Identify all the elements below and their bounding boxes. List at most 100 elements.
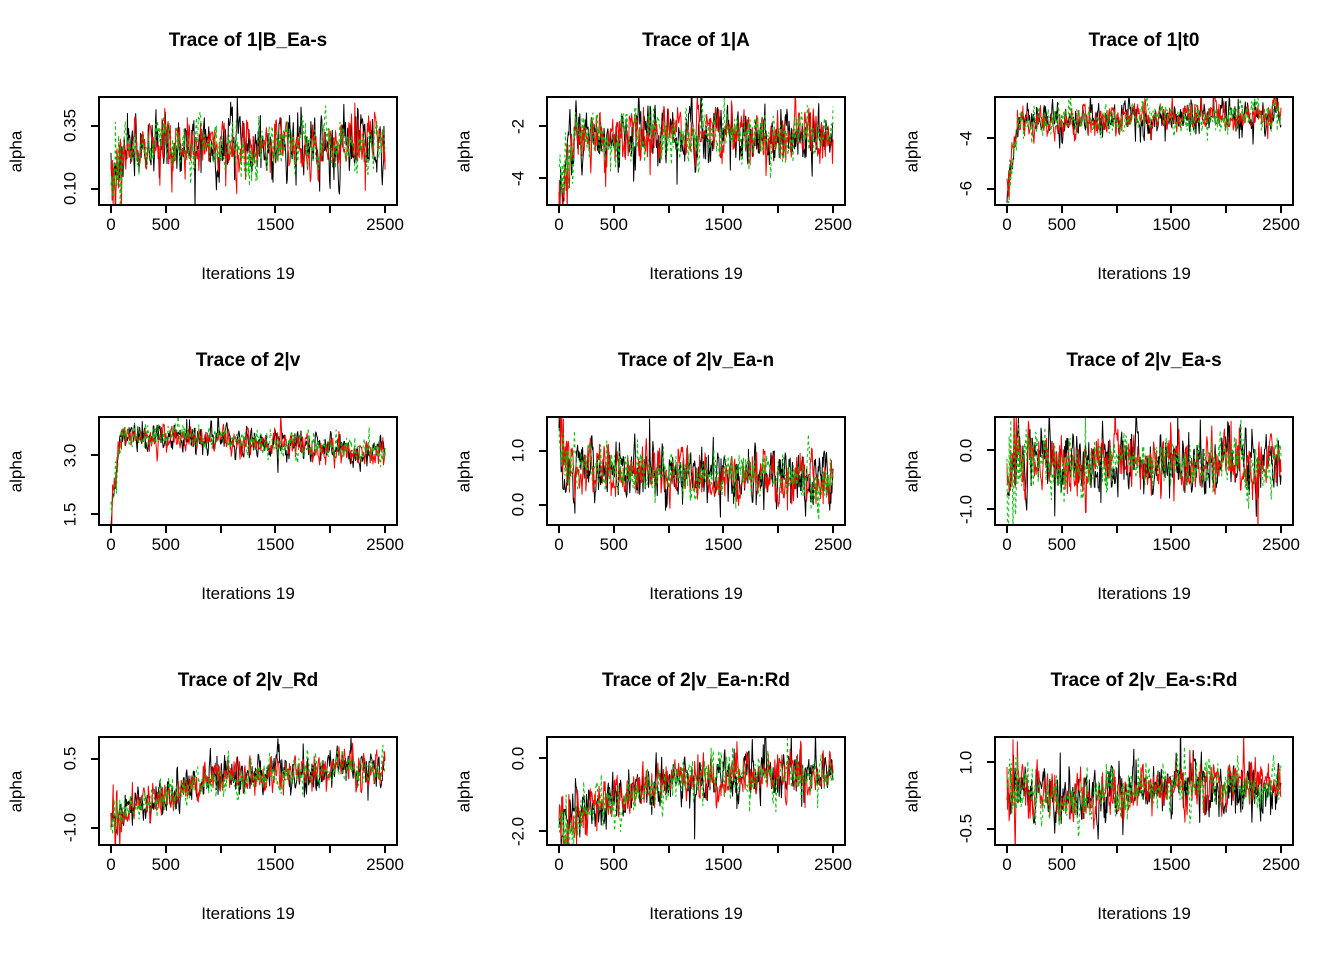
trace-plot: Trace of 1|B_Ea-s alpha Iterations 19 0 5… [0,0,448,320]
y-tick-mark [91,454,98,457]
y-tick-mark [91,124,98,127]
x-tick-mark [557,526,560,533]
x-tick-mark [1225,206,1228,213]
y-tick-label: -4 [956,130,976,146]
y-tick-label: 1.0 [508,438,528,463]
x-tick-label: 500 [151,855,180,874]
x-tick-mark [1060,846,1063,853]
x-tick-label: 0 [1002,535,1012,554]
x-tick-label: 0 [554,855,564,874]
y-tick-mark [987,761,994,764]
x-tick-mark [109,206,112,213]
x-tick-label: 1500 [256,535,295,554]
y-axis-label: alpha [454,770,474,813]
x-tick-mark [777,206,780,213]
x-tick-label: 0 [1002,855,1012,874]
y-tick-label: 0.0 [508,746,528,770]
x-tick-label: 0 [106,215,116,234]
plot-title: Trace of 2|v_Ea-n:Rd [602,670,790,691]
x-tick-mark [777,846,780,853]
x-axis-label: Iterations 19 [649,264,743,283]
x-tick-label: 2500 [366,215,404,234]
x-tick-mark [667,846,670,853]
y-tick-label: -2 [508,118,528,134]
trace-canvas [100,98,396,204]
plot-title: Trace of 2|v_Ea-n [617,350,775,371]
x-tick-mark [1170,846,1173,853]
x-tick-label: 1500 [704,855,743,874]
plot-area [98,416,398,526]
y-axis-label: alpha [6,450,26,493]
y-tick-label: 0.10 [60,172,80,206]
y-tick-mark [539,449,546,452]
plot-title: Trace of 2|v_Ea-s:Rd [1050,670,1238,691]
y-tick-mark [539,830,546,833]
x-axis-label: Iterations 19 [201,584,295,603]
y-tick-mark [987,137,994,140]
x-tick-label: 1500 [1152,535,1191,554]
x-tick-mark [612,206,615,213]
x-tick-mark [1005,526,1008,533]
x-tick-mark [612,526,615,533]
plot-area [98,96,398,206]
y-tick-mark [539,125,546,128]
y-tick-mark [539,177,546,180]
x-tick-label: 2500 [366,535,404,554]
x-tick-mark [667,206,670,213]
x-tick-mark [1005,846,1008,853]
x-tick-mark [832,846,835,853]
y-tick-label: -0.5 [956,813,976,844]
x-tick-label: 500 [1047,215,1076,234]
plot-area [994,96,1294,206]
x-tick-mark [557,846,560,853]
x-tick-mark [274,526,277,533]
x-tick-mark [1280,206,1283,213]
trace-canvas [100,418,396,524]
x-tick-mark [832,206,835,213]
x-tick-mark [329,206,332,213]
y-tick-mark [539,503,546,506]
y-tick-label: 3.0 [60,443,80,468]
trace-canvas [100,738,396,844]
y-tick-mark [987,827,994,830]
y-axis-label: alpha [454,130,474,173]
x-tick-label: 500 [599,215,628,234]
x-axis-label: Iterations 19 [1097,584,1191,603]
x-tick-mark [722,206,725,213]
x-tick-label: 500 [1047,535,1076,554]
x-tick-mark [1225,846,1228,853]
x-tick-mark [1060,206,1063,213]
y-axis-label: alpha [6,770,26,813]
x-tick-mark [667,526,670,533]
x-axis-label: Iterations 19 [1097,904,1191,923]
plot-area [98,736,398,846]
trace-plot: Trace of 2|v_Ea-s:Rd alpha Iterations 19… [896,640,1344,960]
y-tick-label: -2.0 [508,816,528,846]
x-tick-label: 2500 [366,855,404,874]
x-tick-mark [384,206,387,213]
y-tick-mark [91,187,98,190]
x-tick-label: 0 [106,535,116,554]
y-tick-mark [987,449,994,452]
y-tick-mark [91,826,98,829]
plot-title: Trace of 2|v_Ea-s [1066,350,1222,371]
y-tick-label: -1.0 [956,494,976,524]
trace-plot: Trace of 2|v_Rd alpha Iterations 19 0 500… [0,640,448,960]
plot-title: Trace of 1|t0 [1088,30,1200,51]
plot-area [994,736,1294,846]
x-tick-label: 2500 [1262,855,1300,874]
y-tick-label: -4 [508,170,528,186]
plot-area [546,736,846,846]
x-axis-label: Iterations 19 [1097,264,1191,283]
x-tick-mark [1005,206,1008,213]
x-tick-label: 2500 [1262,535,1300,554]
x-tick-label: 1500 [1152,215,1191,234]
x-tick-mark [1225,526,1228,533]
y-axis-label: alpha [902,130,922,173]
trace-canvas [548,738,844,844]
x-tick-mark [1170,526,1173,533]
y-tick-label: 0.35 [60,109,80,143]
y-axis-label: alpha [902,770,922,813]
x-tick-mark [1115,526,1118,533]
x-tick-mark [109,846,112,853]
